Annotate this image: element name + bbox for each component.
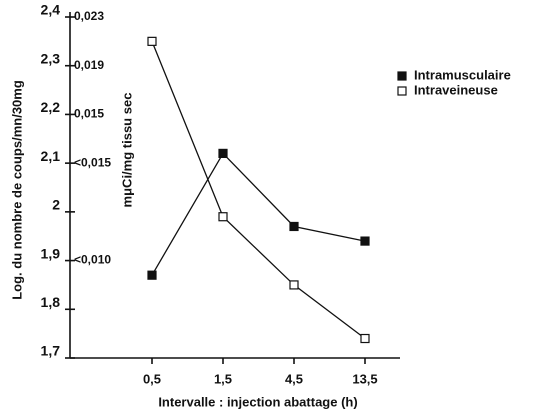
y2-tick-label: 0,015 xyxy=(74,107,104,121)
legend-label: Intraveineuse xyxy=(414,82,498,97)
x-tick-label: 4,5 xyxy=(285,371,303,386)
x-tick-label: 0,5 xyxy=(143,371,161,386)
legend-marker xyxy=(397,86,407,96)
data-point xyxy=(218,148,228,158)
data-point xyxy=(218,212,228,222)
y2-tick-label: 0,019 xyxy=(74,58,104,72)
legend-marker xyxy=(397,71,407,81)
y-tick-label: 1,8 xyxy=(41,294,61,310)
y-tick-label: 2,1 xyxy=(41,148,61,164)
series-line xyxy=(151,152,366,276)
y2-axis-label: mμCi/mg tissu sec xyxy=(119,93,134,208)
x-tick-label: 1,5 xyxy=(214,371,232,386)
data-point xyxy=(289,280,299,290)
legend-label: Intramusculaire xyxy=(414,67,511,82)
y-tick-label: 2,4 xyxy=(41,2,61,18)
data-point xyxy=(289,221,299,232)
y-axis-label: Log. du nombre de coups/mn/30mg xyxy=(9,80,24,300)
data-point xyxy=(360,236,370,246)
y2-tick-label: <0,015 xyxy=(74,155,111,169)
data-point xyxy=(360,333,370,344)
y-tick-label: 1,9 xyxy=(41,245,61,261)
y-tick-label: 2 xyxy=(52,197,60,213)
y2-tick-label: 0,023 xyxy=(74,9,104,23)
y2-tick-label: <0,010 xyxy=(74,253,111,267)
x-axis-label: Intervalle : injection abattage (h) xyxy=(158,394,357,409)
data-point xyxy=(147,270,157,280)
data-point xyxy=(147,36,157,46)
series-line xyxy=(151,41,366,340)
x-tick-label: 13,5 xyxy=(352,371,377,386)
y-tick-label: 2,3 xyxy=(41,50,61,66)
y-tick-label: 1,7 xyxy=(41,343,61,359)
y-tick-label: 2,2 xyxy=(41,99,61,115)
